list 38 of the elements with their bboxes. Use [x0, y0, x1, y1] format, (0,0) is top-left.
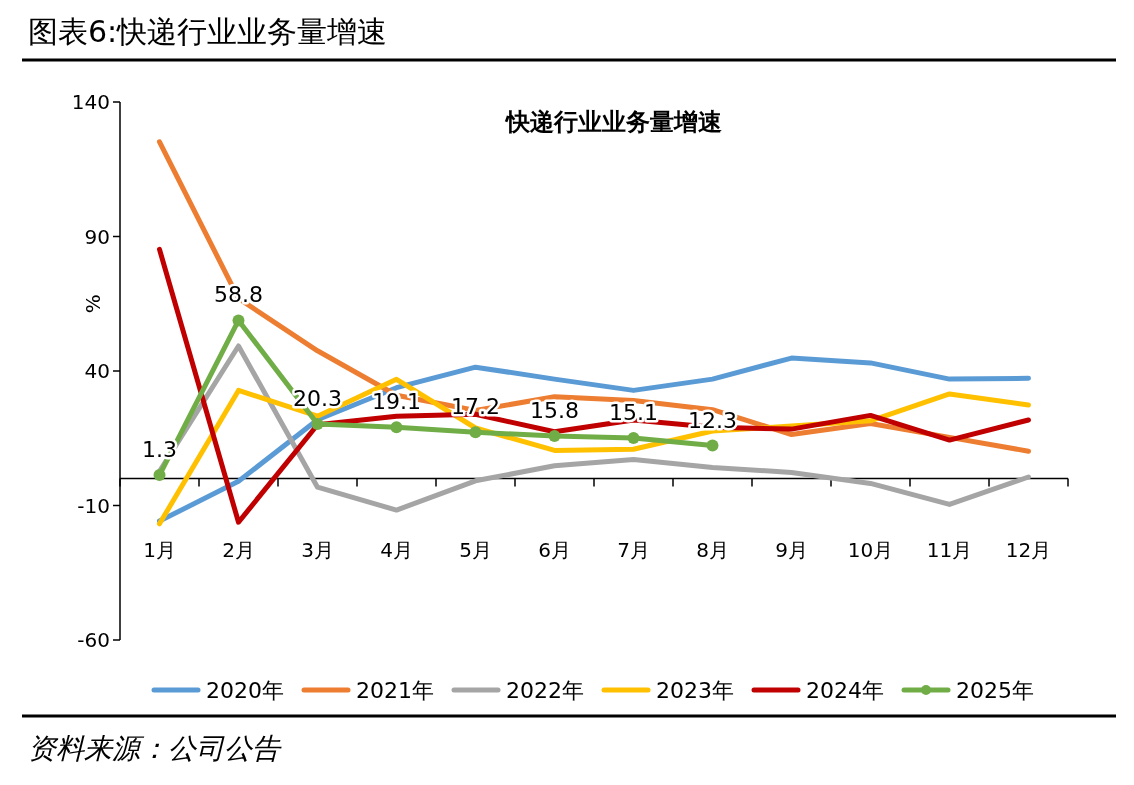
legend-label: 2021年 [356, 678, 434, 703]
x-tick-label: 7月 [617, 537, 650, 562]
x-tick-label: 11月 [926, 537, 973, 562]
point [706, 439, 719, 452]
x-tick-label: 2月 [222, 537, 255, 562]
legend-label: 2020年 [206, 678, 284, 703]
x-tick-label: 10月 [847, 537, 894, 562]
point [469, 426, 482, 439]
point [311, 417, 324, 430]
data-label: 15.8 [530, 398, 579, 424]
data-label: 15.1 [609, 399, 658, 425]
x-tick-label: 12月 [1005, 537, 1052, 562]
text: 资料来源：公司公告 [28, 732, 282, 765]
legend-label: 2023年 [656, 678, 734, 703]
point [627, 431, 640, 444]
y-tick-label: 90 [84, 224, 110, 249]
chart-subtitle: 快递行业业务量增速 [504, 108, 722, 136]
x-tick-label: 4月 [380, 537, 413, 562]
legend-label: 2025年 [956, 678, 1034, 703]
x-tick-label: 1月 [143, 537, 176, 562]
y-tick-label: -10 [77, 493, 110, 518]
point [390, 421, 403, 434]
point [548, 430, 561, 443]
legend-label: 2024年 [806, 678, 884, 703]
point [153, 469, 166, 482]
x-tick-label: 6月 [538, 537, 571, 562]
legend-label: 2022年 [506, 678, 584, 703]
x-tick-label: 8月 [696, 537, 729, 562]
y-tick-label: 140 [71, 90, 110, 114]
x-tick-label: 3月 [301, 537, 334, 562]
y-tick-label: 40 [84, 359, 110, 383]
x-tick-label: 5月 [459, 537, 492, 562]
data-label: 17.2 [451, 394, 500, 420]
y-axis-title: % [81, 294, 105, 314]
y-tick-label: -60 [77, 628, 110, 652]
point [232, 314, 245, 327]
x-tick-label: 9月 [775, 537, 808, 562]
chart-title: 图表6:快递行业业务量增速 [28, 14, 388, 49]
